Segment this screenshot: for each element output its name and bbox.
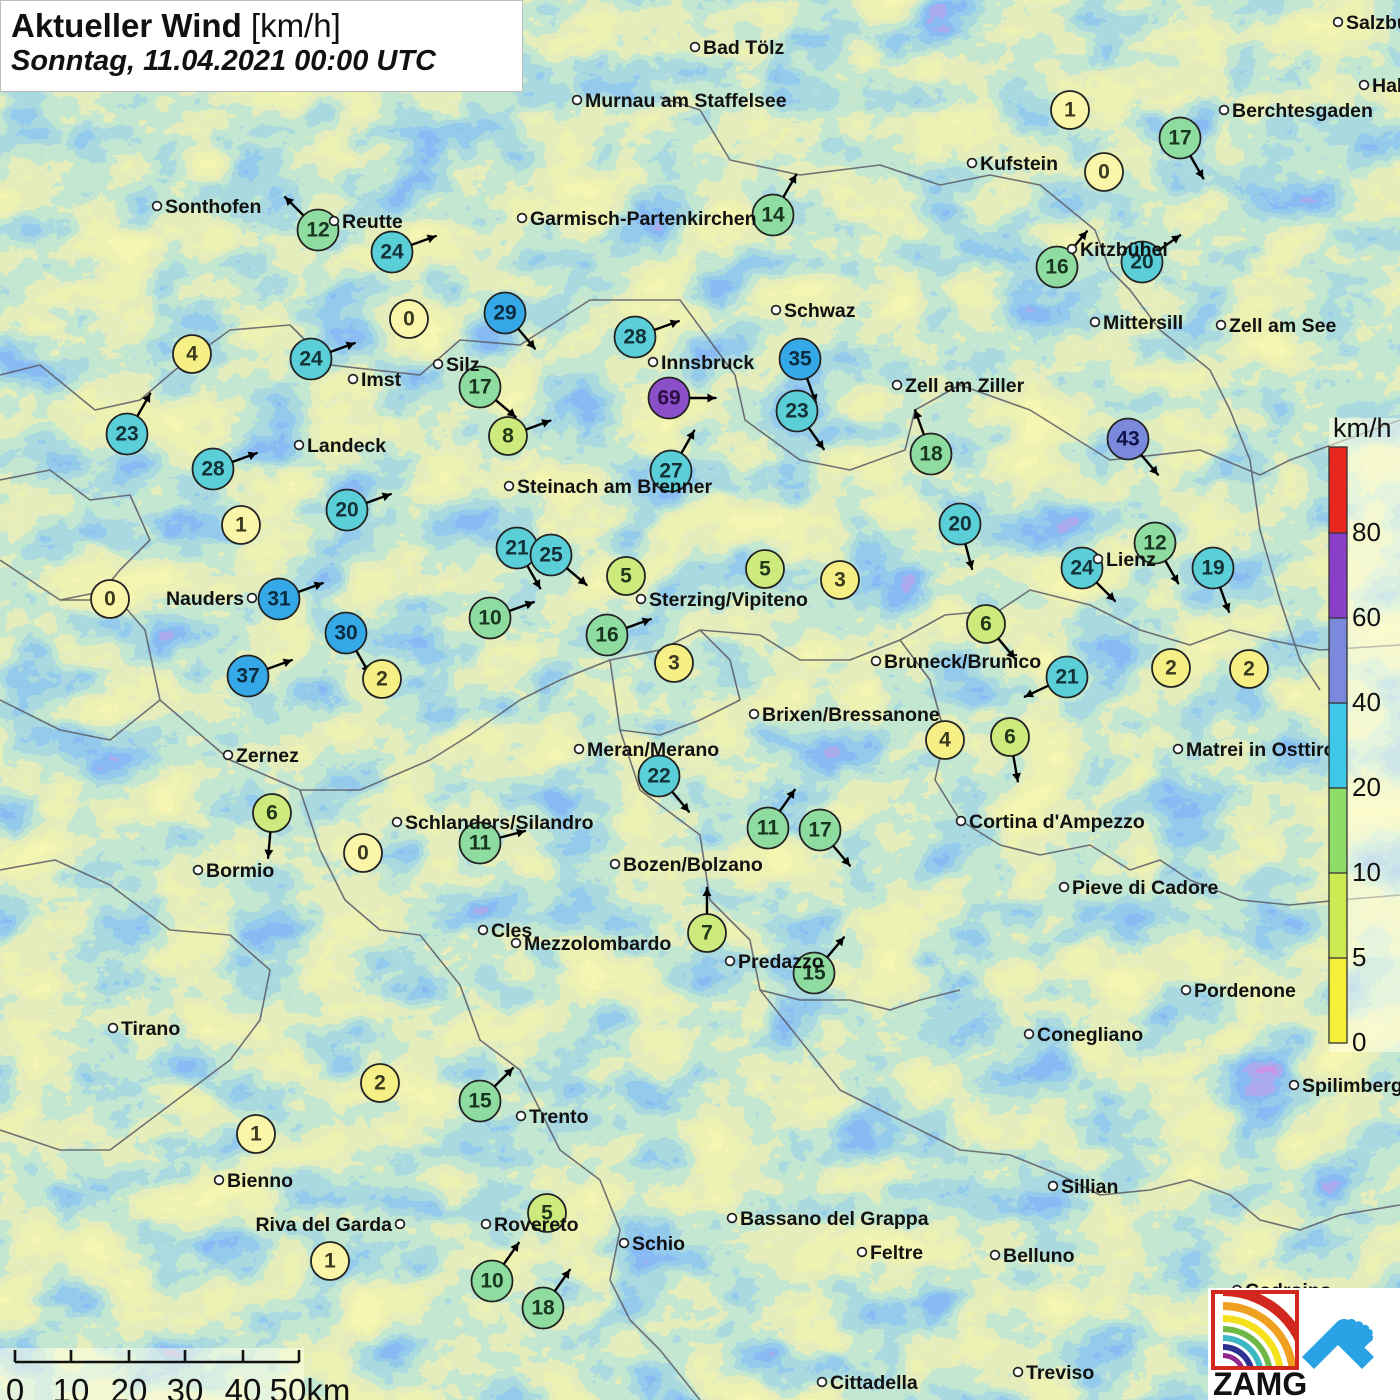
svg-text:ZAMG: ZAMG — [1213, 1366, 1307, 1400]
